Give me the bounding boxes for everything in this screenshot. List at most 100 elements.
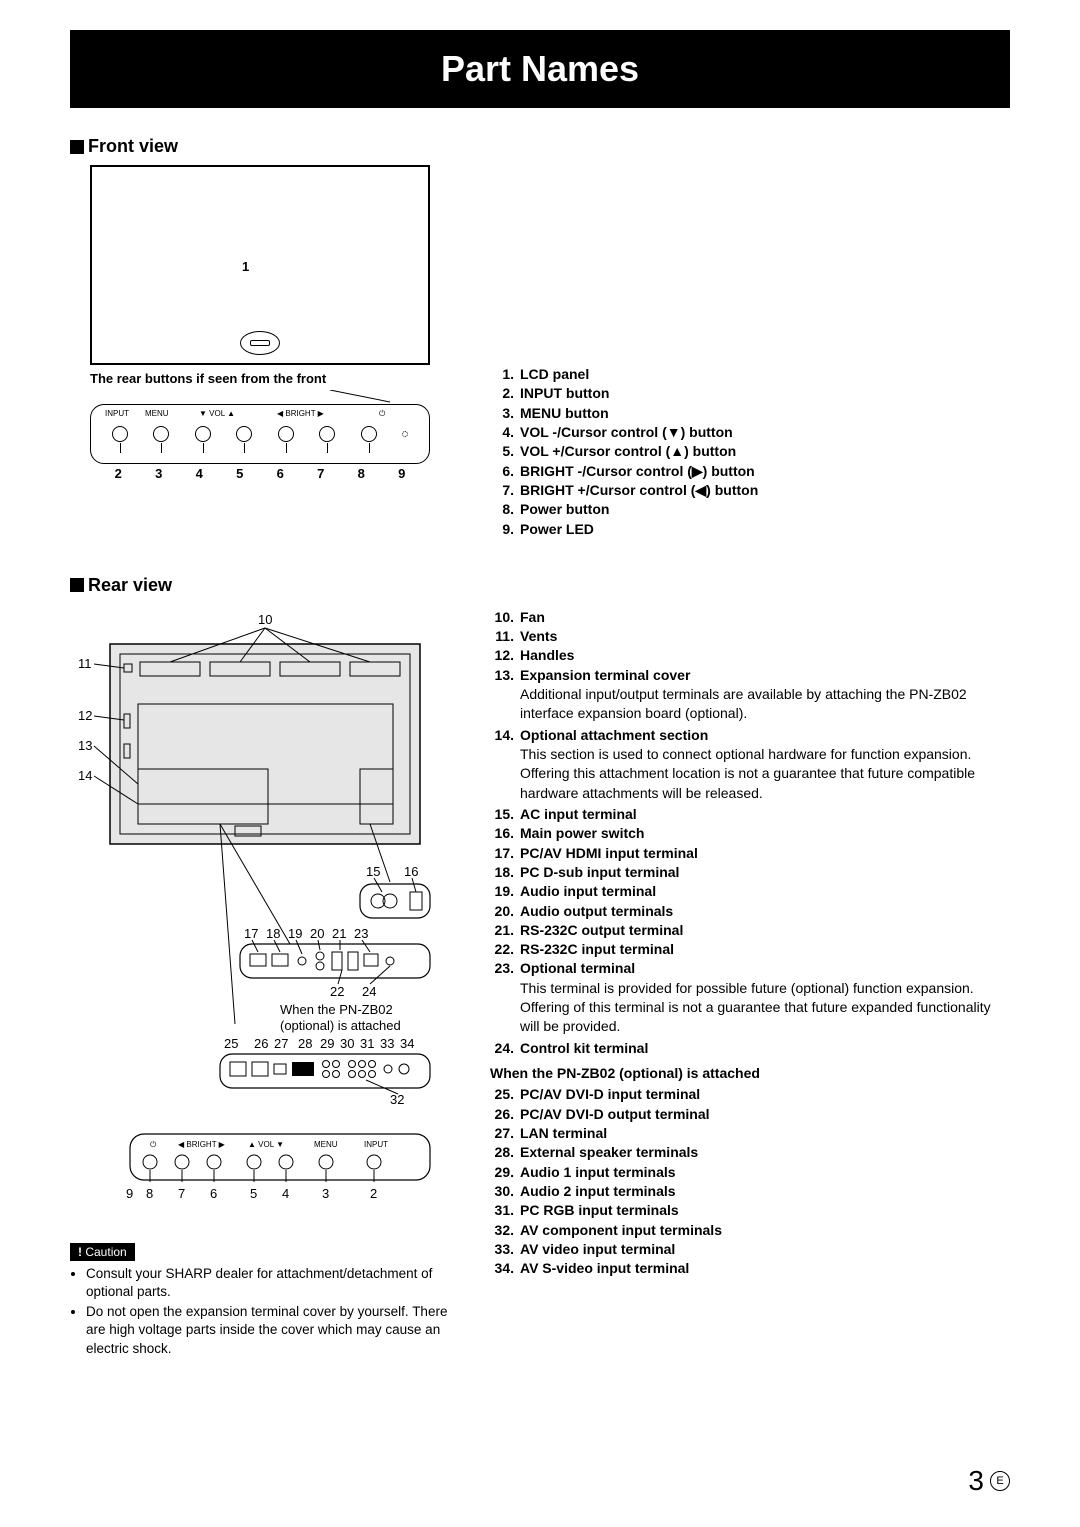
legend-number: 8.	[490, 500, 520, 519]
rear-buttons-note: The rear buttons if seen from the front	[90, 371, 450, 388]
legend-title: RS-232C input terminal	[520, 940, 674, 959]
legend-item: 5.VOL +/Cursor control (▲) button	[490, 442, 1010, 461]
legend-item: 27.LAN terminal	[490, 1124, 1010, 1143]
svg-text:29: 29	[320, 1036, 334, 1051]
btn-vol-up-icon	[236, 426, 252, 442]
svg-text:3: 3	[322, 1186, 329, 1201]
btn-input-icon	[112, 426, 128, 442]
svg-text:17: 17	[244, 926, 258, 941]
legend-title: INPUT button	[520, 384, 609, 403]
btn-label-menu: MENU	[145, 409, 169, 418]
legend-item: 33.AV video input terminal	[490, 1240, 1010, 1259]
svg-text:▲ VOL ▼: ▲ VOL ▼	[248, 1140, 284, 1149]
svg-text:18: 18	[266, 926, 280, 941]
legend-number: 20.	[490, 902, 520, 921]
front-view-heading: Front view	[70, 136, 1010, 157]
btn-label-power: ⏻	[379, 409, 385, 419]
front-view-heading-text: Front view	[88, 136, 178, 157]
square-bullet-icon	[70, 140, 84, 154]
btn-power-icon	[361, 426, 377, 442]
svg-text:7: 7	[178, 1186, 185, 1201]
legend-item: 28.External speaker terminals	[490, 1143, 1010, 1162]
legend-title: AV S-video input terminal	[520, 1259, 689, 1278]
svg-text:13: 13	[78, 738, 92, 753]
svg-text:25: 25	[224, 1036, 238, 1051]
page-title: Part Names	[70, 30, 1010, 108]
legend-number: 15.	[490, 805, 520, 824]
legend-item: 20.Audio output terminals	[490, 902, 1010, 921]
legend-item: 34.AV S-video input terminal	[490, 1259, 1010, 1278]
legend-number: 34.	[490, 1259, 520, 1278]
rear-diagram-svg: 11 12 13 14 10 15 16	[70, 604, 450, 1224]
legend-number: 11.	[490, 627, 520, 646]
btn-vol-down-icon	[195, 426, 211, 442]
legend-number: 31.	[490, 1201, 520, 1220]
legend-title: Audio 1 input terminals	[520, 1163, 676, 1182]
num-9: 9	[398, 466, 405, 481]
legend-number: 19.	[490, 882, 520, 901]
legend-number: 17.	[490, 844, 520, 863]
legend-number: 4.	[490, 423, 520, 442]
legend-number: 14.	[490, 726, 520, 745]
legend-item: 23.Optional terminal	[490, 959, 1010, 978]
legend-item: 4.VOL -/Cursor control (▼) button	[490, 423, 1010, 442]
legend-number: 9.	[490, 520, 520, 539]
legend-item: 31.PC RGB input terminals	[490, 1201, 1010, 1220]
legend-title: BRIGHT +/Cursor control (◀) button	[520, 481, 758, 500]
legend-title: Control kit terminal	[520, 1039, 648, 1058]
legend-title: BRIGHT -/Cursor control (▶) button	[520, 462, 755, 481]
legend-title: Power button	[520, 500, 609, 519]
svg-text:23: 23	[354, 926, 368, 941]
svg-text:INPUT: INPUT	[364, 1140, 388, 1149]
legend-item: 12.Handles	[490, 646, 1010, 665]
legend-number: 28.	[490, 1143, 520, 1162]
legend-desc: This section is used to connect optional…	[520, 745, 1010, 803]
caution-bullet: Consult your SHARP dealer for attachment…	[86, 1265, 450, 1301]
legend-number: 25.	[490, 1085, 520, 1104]
num-8: 8	[358, 466, 365, 481]
legend-item: 16.Main power switch	[490, 824, 1010, 843]
svg-text:⏻: ⏻	[150, 1140, 157, 1149]
svg-text:2: 2	[370, 1186, 377, 1201]
legend-title: Vents	[520, 627, 557, 646]
btn-menu-icon	[153, 426, 169, 442]
legend-title: LAN terminal	[520, 1124, 607, 1143]
legend-title: PC RGB input terminals	[520, 1201, 679, 1220]
svg-text:31: 31	[360, 1036, 374, 1051]
legend-item: 1.LCD panel	[490, 365, 1010, 384]
num-4: 4	[196, 466, 203, 481]
legend-item: 8.Power button	[490, 500, 1010, 519]
legend-title: PC/AV HDMI input terminal	[520, 844, 698, 863]
svg-text:28: 28	[298, 1036, 312, 1051]
attached-note-line2: (optional) is attached	[280, 1018, 401, 1033]
svg-text:24: 24	[362, 984, 376, 999]
legend-item: 21.RS-232C output terminal	[490, 921, 1010, 940]
legend-number: 22.	[490, 940, 520, 959]
btn-bright-up-icon	[319, 426, 335, 442]
legend-title: VOL -/Cursor control (▼) button	[520, 423, 733, 442]
svg-text:8: 8	[146, 1186, 153, 1201]
btn-label-input: INPUT	[105, 409, 129, 418]
legend-item: 22.RS-232C input terminal	[490, 940, 1010, 959]
caution-bullet: Do not open the expansion terminal cover…	[86, 1303, 450, 1358]
legend-number: 3.	[490, 404, 520, 423]
num-3: 3	[155, 466, 162, 481]
rear-view-heading-text: Rear view	[88, 575, 172, 596]
front-diagram-col: 1 The rear buttons if seen from the fron…	[70, 165, 450, 539]
legend-number: 21.	[490, 921, 520, 940]
svg-text:14: 14	[78, 768, 92, 783]
legend-title: Main power switch	[520, 824, 644, 843]
legend-number: 10.	[490, 608, 520, 627]
legend-title: PC D-sub input terminal	[520, 863, 679, 882]
legend-title: Optional terminal	[520, 959, 635, 978]
legend-item: 29.Audio 1 input terminals	[490, 1163, 1010, 1182]
svg-text:15: 15	[366, 864, 380, 879]
legend-title: Audio 2 input terminals	[520, 1182, 676, 1201]
legend-item: 13.Expansion terminal cover	[490, 666, 1010, 685]
callout-1: 1	[242, 259, 249, 274]
legend-item: 25.PC/AV DVI-D input terminal	[490, 1085, 1010, 1104]
legend-number: 6.	[490, 462, 520, 481]
legend-title: PC/AV DVI-D output terminal	[520, 1105, 710, 1124]
svg-text:11: 11	[78, 656, 92, 671]
page-number-value: 3	[968, 1465, 984, 1497]
